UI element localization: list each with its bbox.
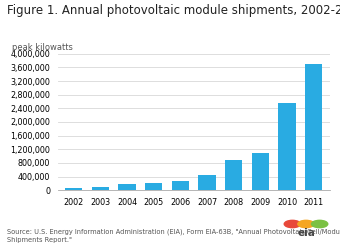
Bar bbox=[92, 187, 109, 190]
Text: peak kilowatts: peak kilowatts bbox=[12, 43, 72, 52]
Text: Figure 1. Annual photovoltaic module shipments, 2002-2011: Figure 1. Annual photovoltaic module shi… bbox=[7, 4, 340, 17]
Bar bbox=[172, 181, 189, 190]
Bar bbox=[225, 161, 242, 190]
Circle shape bbox=[284, 220, 301, 228]
Bar bbox=[199, 175, 216, 190]
Circle shape bbox=[311, 220, 328, 228]
Bar bbox=[252, 153, 269, 190]
Bar bbox=[278, 103, 296, 190]
Circle shape bbox=[298, 220, 314, 228]
Bar bbox=[305, 64, 322, 190]
Bar bbox=[118, 184, 136, 190]
Text: Source: U.S. Energy Information Administration (EIA), Form EIA-63B, "Annual Phot: Source: U.S. Energy Information Administ… bbox=[7, 228, 340, 243]
Bar bbox=[145, 183, 163, 190]
Text: eia: eia bbox=[297, 228, 315, 238]
Bar bbox=[65, 188, 83, 190]
